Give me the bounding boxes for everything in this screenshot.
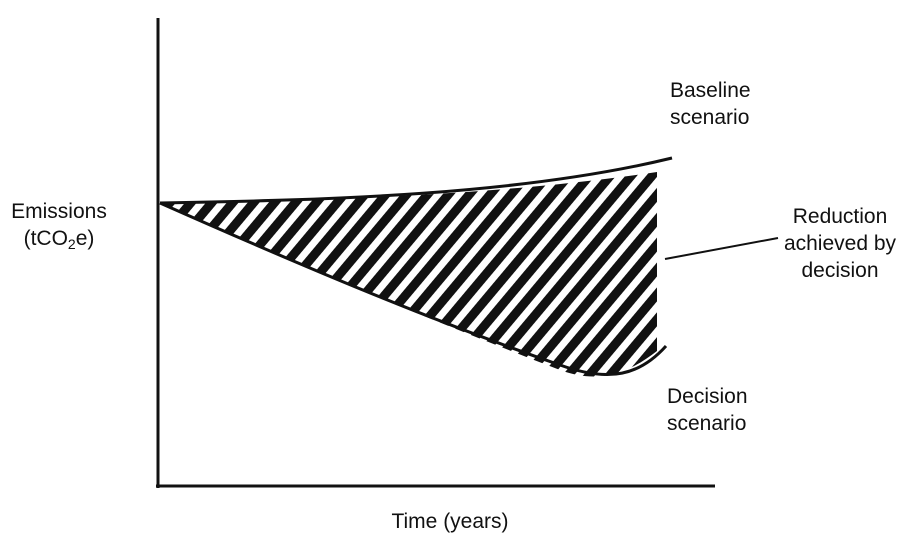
- reduction-pointer-line: [664, 237, 779, 260]
- y-axis-label-post: e): [75, 227, 95, 250]
- reduction-label-line3: decision: [801, 259, 879, 282]
- reduction-label-line1: Reduction: [792, 205, 888, 228]
- baseline-curve: [159, 156, 673, 205]
- x-axis-label: Time (years): [391, 510, 509, 533]
- baseline-label: Baseline scenario: [670, 77, 751, 131]
- decision-curve: [159, 201, 668, 377]
- decision-label-line2: scenario: [667, 412, 747, 435]
- decision-label-line1: Decision: [667, 385, 748, 408]
- reduction-label-line2: achieved by: [783, 232, 897, 255]
- decision-label: Decision scenario: [667, 383, 748, 437]
- baseline-label-line2: scenario: [670, 106, 750, 129]
- y-axis-label: Emissions (tCO2e): [4, 198, 114, 252]
- y-axis-label-line1: Emissions: [11, 200, 107, 223]
- reduction-area: [160, 172, 657, 377]
- baseline-label-line1: Baseline: [670, 79, 751, 102]
- y-axis-label-line2: (tCO2e): [4, 225, 114, 252]
- y-axis-label-pre: (tCO: [23, 227, 68, 250]
- y-axis-label-subscript: 2: [67, 236, 76, 252]
- reduction-label: Reduction achieved by decision: [770, 203, 910, 284]
